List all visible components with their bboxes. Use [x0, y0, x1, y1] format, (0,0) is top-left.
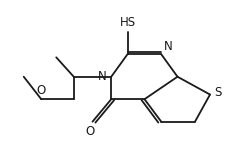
Text: S: S: [214, 86, 222, 100]
Text: N: N: [164, 40, 172, 53]
Text: O: O: [36, 84, 46, 97]
Text: N: N: [98, 70, 107, 83]
Text: O: O: [86, 125, 94, 138]
Text: HS: HS: [120, 16, 136, 29]
